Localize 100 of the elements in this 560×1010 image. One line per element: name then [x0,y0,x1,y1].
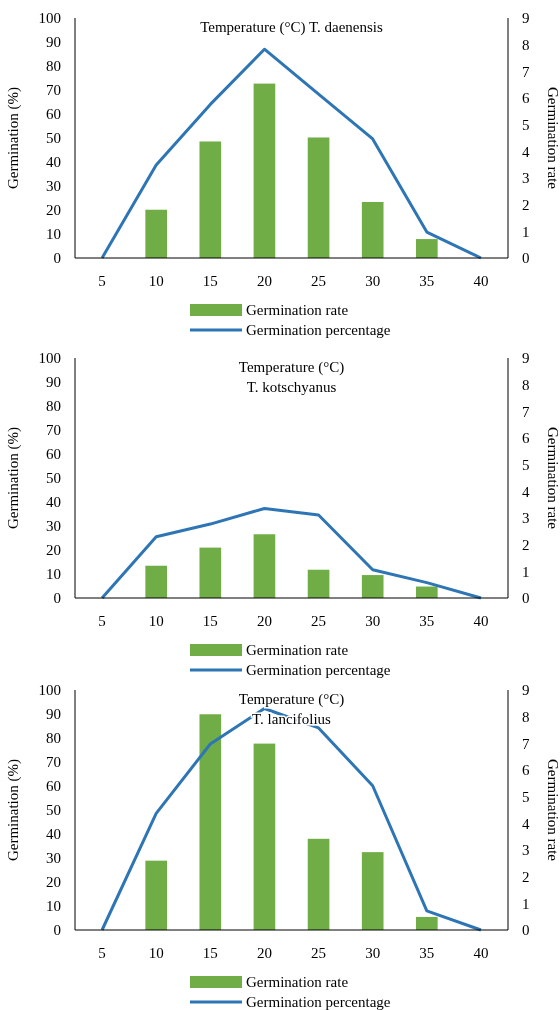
bar [199,547,222,598]
y2-axis-title: Germination rate [545,426,560,530]
y2-tick-label: 3 [522,510,530,527]
y-tick-label: 70 [46,754,61,771]
bar [145,565,168,598]
chart-title: Temperature (°C) T. daenensis [200,19,383,36]
y2-tick-label: 2 [522,196,530,213]
bar [253,743,276,930]
x-tick-label: 30 [365,945,381,961]
y2-tick-label: 8 [522,36,530,53]
bar [415,916,438,930]
bar [253,534,276,598]
y-tick-label: 100 [38,10,61,27]
legend-label: Germination rate [246,974,349,991]
legend-label: Germination percentage [246,994,391,1010]
bar [199,141,222,258]
y-tick-label: 50 [46,802,61,819]
y2-tick-label: 3 [522,842,530,859]
x-tick-label: 10 [148,273,164,289]
x-tick-label: 20 [256,613,272,629]
x-tick-label: 15 [202,945,218,961]
y-tick-label: 60 [46,106,61,123]
y2-tick-label: 3 [522,170,530,187]
x-tick-label: 40 [473,273,489,289]
legend-label: Germination percentage [246,662,391,679]
bar [253,83,276,258]
x-tick-label: 40 [473,613,489,629]
y-tick-label: 100 [38,682,61,699]
line-series [100,47,483,260]
x-tick-label: 30 [365,273,381,289]
y2-tick-label: 8 [522,708,530,725]
y-tick-label: 0 [53,250,61,267]
y-tick-label: 80 [46,58,61,75]
y2-axis-title: Germination rate [545,758,560,862]
legend-label: Germination rate [246,642,349,659]
y-tick-label: 0 [53,590,61,607]
y-tick-label: 60 [46,446,61,463]
legend-label: Germination percentage [246,322,391,339]
x-tick-label: 40 [473,945,489,961]
bar [361,202,384,258]
y2-tick-label: 5 [522,788,530,805]
y2-tick-label: 9 [522,682,530,699]
bar [361,852,384,930]
y2-tick-label: 4 [522,143,530,160]
legend-label: Germination rate [246,302,349,319]
y-tick-label: 60 [46,778,61,795]
y2-tick-label: 0 [522,590,530,607]
line-series [100,506,483,600]
x-tick-label: 20 [256,273,272,289]
y-tick-label: 20 [46,202,61,219]
y2-tick-label: 1 [522,563,530,580]
y-tick-label: 40 [46,826,61,843]
x-tick-label: 30 [365,613,381,629]
y-tick-label: 50 [46,470,61,487]
y-tick-label: 90 [46,706,61,723]
y-tick-label: 30 [46,178,61,195]
y2-tick-label: 9 [522,10,530,27]
bar [199,714,222,930]
y-tick-label: 50 [46,130,61,147]
y2-axis-title: Germination rate [545,86,560,190]
bar [145,209,168,258]
x-tick-label: 25 [311,273,327,289]
y-tick-label: 30 [46,518,61,535]
y2-tick-label: 4 [522,483,530,500]
x-tick-label: 5 [98,613,106,629]
y-tick-label: 20 [46,874,61,891]
y2-tick-label: 7 [522,735,530,752]
y-tick-label: 30 [46,850,61,867]
x-tick-label: 5 [98,273,106,289]
y2-tick-label: 5 [522,116,530,133]
x-tick-label: 10 [148,613,164,629]
y-tick-label: 80 [46,398,61,415]
y2-tick-label: 9 [522,350,530,367]
y2-tick-label: 6 [522,90,530,107]
y2-tick-label: 6 [522,430,530,447]
x-tick-label: 10 [148,945,164,961]
y-tick-label: 40 [46,154,61,171]
y2-tick-label: 1 [522,895,530,912]
x-tick-label: 35 [419,945,435,961]
y-tick-label: 90 [46,374,61,391]
bar [307,838,330,930]
x-tick-label: 15 [202,613,218,629]
y-tick-label: 40 [46,494,61,511]
y-axis-title: Germination (%) [5,758,22,862]
x-tick-label: 15 [202,273,218,289]
y-tick-label: 10 [46,898,61,915]
y-tick-label: 90 [46,34,61,51]
y-tick-label: 80 [46,730,61,747]
y2-tick-label: 4 [522,815,530,832]
bar [145,860,168,930]
y2-tick-label: 8 [522,376,530,393]
y2-tick-label: 2 [522,536,530,553]
text: T. kotschyanus [246,379,337,395]
y2-tick-label: 7 [522,63,530,80]
y2-tick-label: 7 [522,403,530,420]
y-axis-title: Germination (%) [5,86,22,190]
chart-title: Temperature (°C) [238,691,345,708]
x-tick-label: 35 [419,613,435,629]
x-tick-label: 25 [311,945,327,961]
y-tick-label: 0 [53,922,61,939]
